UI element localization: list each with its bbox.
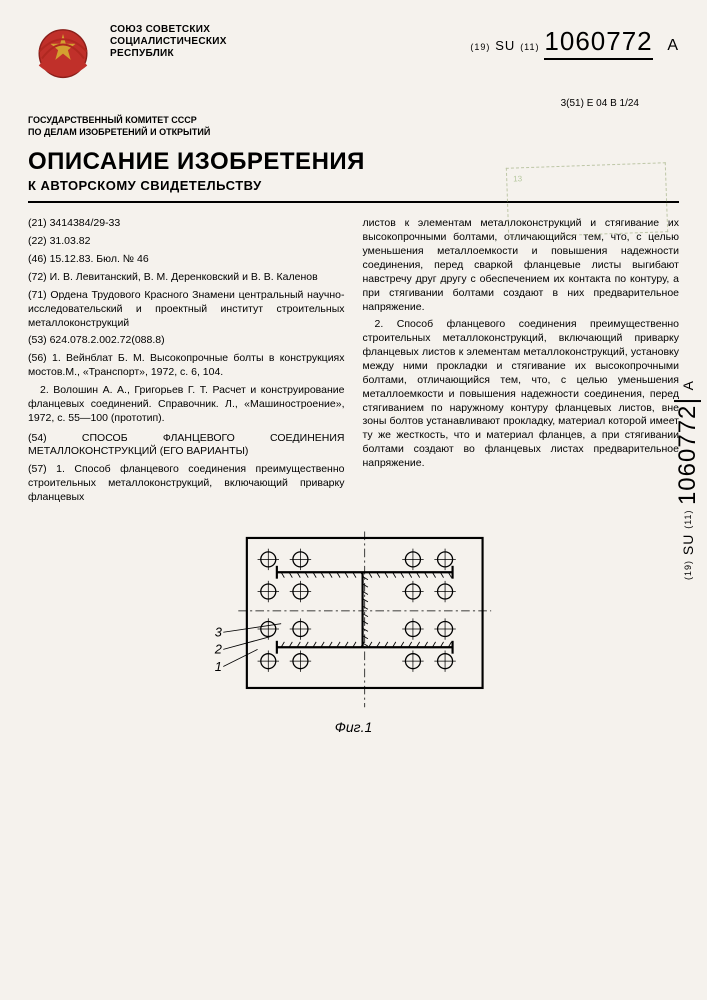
- state-emblem-icon: [28, 20, 98, 90]
- svg-text:3: 3: [214, 624, 222, 639]
- classification: 3(51) E 04 B 1/24: [28, 98, 639, 109]
- library-stamp-icon: 13: [506, 162, 668, 238]
- figure-label: Фиг.1: [28, 719, 679, 735]
- field-53: (53) 624.078.2.002.72(088.8): [28, 334, 345, 348]
- abstract-2: 2. Способ фланцевого соединения преимуще…: [363, 318, 680, 470]
- field-72: (72) И. В. Левитанский, В. М. Деренковск…: [28, 271, 345, 285]
- patent-number: (19) SU (11) 1060772 A: [470, 20, 679, 57]
- side-patent-number: (19) SU (11) 1060772 A: [674, 380, 702, 580]
- field-21: (21) 3414384/29-33: [28, 217, 345, 231]
- body-columns: (21) 3414384/29-33 (22) 31.03.82 (46) 15…: [28, 217, 679, 508]
- field-22: (22) 31.03.82: [28, 235, 345, 249]
- right-column: листов к элементам металлоконструкций и …: [363, 217, 680, 508]
- header: СОЮЗ СОВЕТСКИХ СОЦИАЛИСТИЧЕСКИХ РЕСПУБЛИ…: [28, 20, 679, 90]
- field-71: (71) Ордена Трудового Красного Знамени ц…: [28, 289, 345, 331]
- field-54: (54) СПОСОБ ФЛАНЦЕВОГО СОЕДИНЕНИЯ МЕТАЛЛ…: [28, 432, 345, 460]
- field-46: (46) 15.12.83. Бюл. № 46: [28, 253, 345, 267]
- field-56-1: (56) 1. Вейнблат Б. М. Высокопрочные бол…: [28, 352, 345, 380]
- svg-text:2: 2: [213, 642, 221, 657]
- figure-1: 3 2 1 Фиг.1: [28, 527, 679, 735]
- field-56-2: 2. Волошин А. А., Григорьев Г. Т. Расчет…: [28, 384, 345, 426]
- field-57: (57) 1. Способ фланцевого соединения пре…: [28, 463, 345, 505]
- left-column: (21) 3414384/29-33 (22) 31.03.82 (46) 15…: [28, 217, 345, 508]
- committee-label: ГОСУДАРСТВЕННЫЙ КОМИТЕТ СССР ПО ДЕЛАМ ИЗ…: [28, 115, 679, 138]
- svg-text:1: 1: [214, 659, 221, 674]
- union-label: СОЮЗ СОВЕТСКИХ СОЦИАЛИСТИЧЕСКИХ РЕСПУБЛИ…: [110, 24, 458, 60]
